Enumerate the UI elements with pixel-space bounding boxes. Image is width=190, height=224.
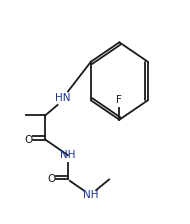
Text: F: F — [116, 95, 122, 105]
Text: O: O — [47, 174, 55, 185]
Text: NH: NH — [83, 190, 98, 200]
Text: HN: HN — [55, 93, 71, 103]
Text: O: O — [24, 135, 33, 145]
Text: NH: NH — [60, 150, 76, 160]
